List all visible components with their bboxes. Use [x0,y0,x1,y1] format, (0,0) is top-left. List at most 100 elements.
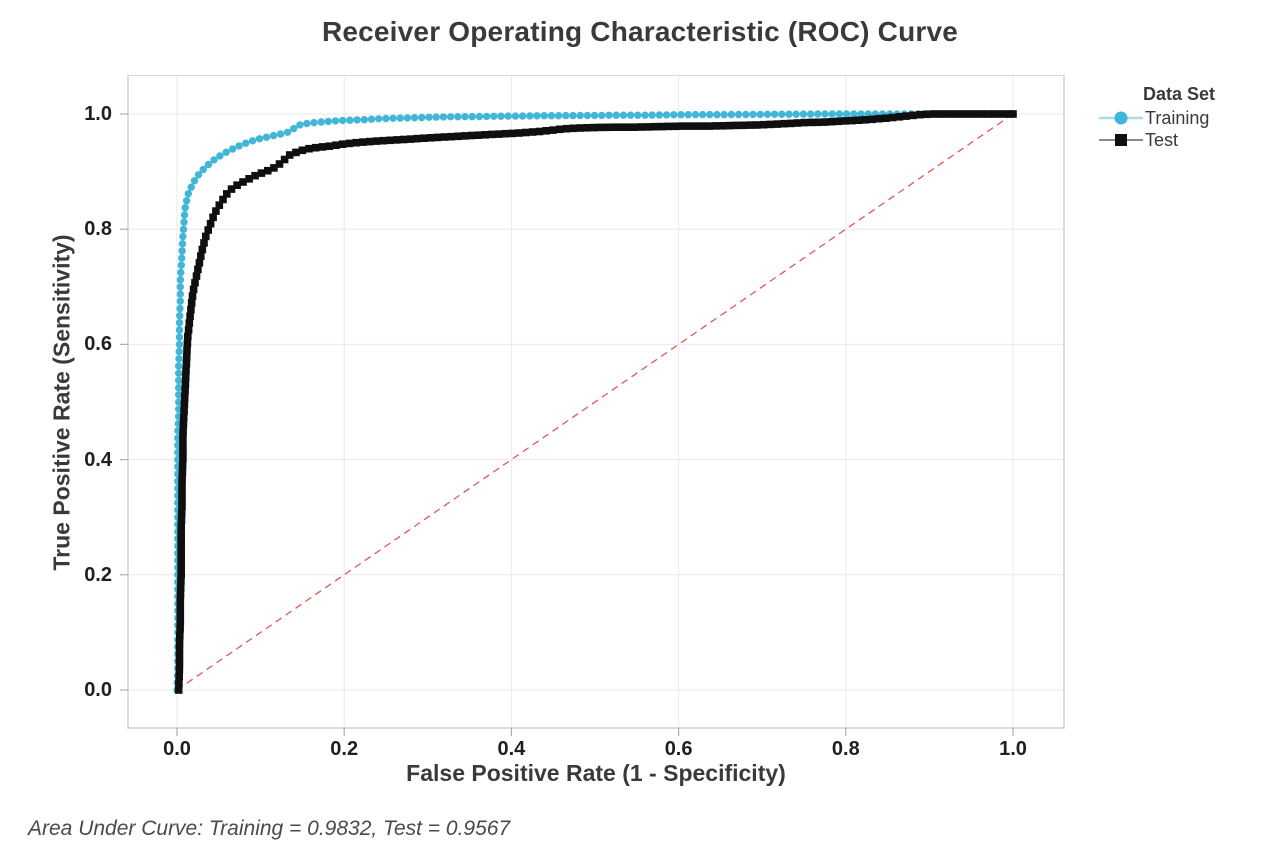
test-point [936,110,944,118]
training-point [590,111,599,120]
test-point [176,604,185,613]
test-point [179,434,187,443]
y-tick-label: 0.4 [84,448,112,471]
test-point [275,160,284,168]
training-point [180,218,188,226]
training-point [684,111,692,119]
training-series[interactable] [173,110,1017,694]
test-point [773,120,781,128]
test-point [528,128,537,136]
training-point [576,111,584,120]
test-point [1009,110,1017,118]
plot-area[interactable] [118,75,1074,738]
training-point [698,110,707,119]
test-point [352,138,360,147]
y-tick-label: 1.0 [84,103,112,125]
test-point [177,523,185,531]
training-point [763,110,772,118]
training-point [842,110,851,118]
training-point [184,190,192,198]
training-point [216,152,224,160]
test-point [177,577,185,585]
test-point [204,226,212,234]
test-point [280,155,289,164]
test-point [746,121,754,129]
test-point [366,137,374,146]
training-point [199,165,207,174]
training-point [175,355,183,363]
training-point [468,112,476,121]
test-point [440,133,449,141]
test-point [185,319,194,327]
test-point [997,110,1006,118]
test-point [522,128,530,137]
training-point [583,111,592,120]
test-point [175,672,183,681]
training-point [634,111,642,119]
training-point [792,110,800,118]
training-point [269,131,278,140]
training-point [177,268,185,277]
training-point [662,111,671,119]
test-marker-icon [1115,134,1127,146]
test-point [198,245,207,254]
test-point [834,117,843,126]
legend-label-test: Test [1145,129,1179,150]
training-marker-icon [1114,111,1128,125]
test-point [420,134,428,142]
test-point [177,557,185,565]
legend: Data Set Training Test [1098,84,1268,151]
training-point [482,112,491,121]
training-point [176,304,184,313]
test-point [569,124,578,133]
test-point [178,468,187,477]
training-point [612,111,620,119]
test-point [264,166,272,175]
training-point [814,110,822,118]
test-point [970,110,978,118]
training-point [533,112,541,120]
test-point [179,441,187,450]
plot-border [127,75,1065,729]
training-point [706,110,714,119]
x-tick-label: 0.0 [163,738,191,760]
test-point [184,332,192,341]
test-point [766,120,775,129]
test-point [179,448,187,456]
test-point [800,118,809,127]
training-point [296,121,304,129]
legend-item-test[interactable]: Test [1098,129,1268,151]
test-point [664,122,673,131]
test-point [481,131,489,139]
test-point [298,146,307,155]
test-point [508,129,517,138]
training-point [317,118,325,126]
test-point [943,110,951,118]
training-point [303,119,311,128]
test-point [176,591,185,599]
test-point [427,134,435,142]
test-point [759,120,768,129]
training-swatch [1099,111,1143,125]
test-point [515,129,523,137]
test-point [179,427,187,436]
test-point [179,421,188,429]
test-point [177,536,185,545]
test-point [223,190,231,198]
training-point [497,112,505,120]
test-point [433,133,442,142]
test-point [915,110,924,119]
test-point [691,122,700,130]
legend-item-training[interactable]: Training [1098,107,1268,129]
test-point [178,475,186,484]
test-series[interactable] [174,110,1017,694]
training-point [190,177,199,185]
test-point [175,645,184,653]
test-point [949,110,958,118]
test-point [787,119,795,128]
test-point [174,686,183,694]
test-point [630,123,639,131]
training-point [547,112,556,120]
training-point [454,113,462,121]
test-point [617,123,625,131]
